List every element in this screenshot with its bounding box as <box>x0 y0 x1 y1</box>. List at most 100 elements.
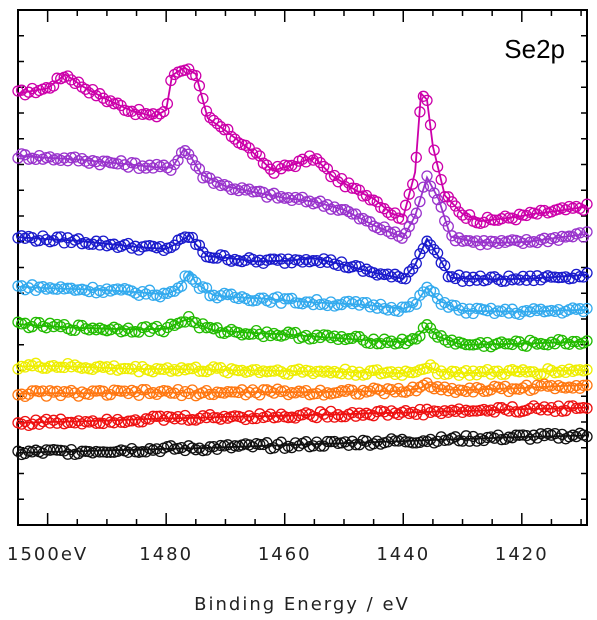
series-point <box>165 285 177 298</box>
series-point <box>517 209 529 221</box>
series-point <box>94 239 106 251</box>
series-layer <box>12 63 593 461</box>
series-point <box>371 196 383 208</box>
series-point <box>111 323 124 335</box>
series-point <box>179 231 191 243</box>
series-point <box>375 268 387 280</box>
series-point <box>126 157 138 169</box>
series-point <box>417 90 430 102</box>
series-point <box>193 442 206 454</box>
series-point <box>286 194 298 207</box>
series-point <box>83 388 95 401</box>
series-point <box>126 105 138 117</box>
series-point <box>460 271 472 283</box>
series-point <box>538 401 550 413</box>
series-point <box>133 389 145 401</box>
series-point <box>115 416 127 428</box>
series-point <box>215 413 227 425</box>
series-point <box>424 359 437 371</box>
series-point <box>129 386 142 398</box>
series-point <box>492 402 504 414</box>
series-point <box>535 404 547 416</box>
series-point <box>311 153 323 165</box>
series-point <box>446 334 458 346</box>
series-point <box>350 410 362 422</box>
series-point <box>424 322 437 334</box>
series-point <box>51 231 63 243</box>
series-point <box>289 297 302 309</box>
series-point <box>560 366 572 379</box>
series-point <box>204 388 216 401</box>
series-point <box>104 95 117 107</box>
series-point <box>442 220 454 233</box>
series-point <box>186 231 198 244</box>
series-point <box>30 284 42 297</box>
series-point <box>47 235 60 247</box>
series-point <box>574 382 586 394</box>
series-point <box>72 415 85 427</box>
series-point <box>417 242 430 255</box>
series-point <box>431 368 444 380</box>
series-point <box>492 365 504 377</box>
series-point <box>211 386 223 398</box>
series-point <box>563 338 575 350</box>
series-point <box>321 411 334 423</box>
series-point <box>346 365 358 377</box>
series-point <box>399 227 412 239</box>
series-point <box>279 385 291 397</box>
series-point <box>204 441 216 453</box>
series-point <box>570 402 582 415</box>
series-point <box>122 415 134 427</box>
series-point <box>58 318 70 331</box>
series-point <box>581 198 593 210</box>
series-point <box>65 74 77 86</box>
series-point <box>58 445 70 457</box>
series-point <box>364 365 376 377</box>
series-point <box>147 410 159 422</box>
series-point <box>385 335 398 347</box>
series-point <box>545 379 558 392</box>
series-point <box>83 238 95 250</box>
series-point <box>136 384 149 396</box>
series-point <box>111 158 124 170</box>
series-point <box>471 235 483 247</box>
series-point <box>243 294 255 307</box>
series-point <box>222 385 234 398</box>
series-point <box>570 364 582 376</box>
series-point <box>211 362 223 374</box>
series-point <box>90 235 102 247</box>
series-point <box>247 328 259 340</box>
series-point <box>453 232 465 244</box>
series-point <box>506 234 518 246</box>
series-point <box>122 322 134 334</box>
series-point <box>463 339 476 351</box>
series-point <box>286 387 298 399</box>
series-point <box>449 366 462 378</box>
x-axis-ticks <box>17 10 582 525</box>
series-point <box>55 444 67 457</box>
x-tick-label: 1480 <box>139 544 193 565</box>
series-point <box>119 325 131 337</box>
series-point <box>463 382 476 394</box>
series-point <box>350 330 362 343</box>
series-point <box>567 400 579 412</box>
series-point <box>407 437 419 449</box>
series-point <box>254 150 266 162</box>
series-point <box>126 326 138 338</box>
series-point <box>346 384 358 396</box>
series-point <box>517 270 529 283</box>
series-point <box>428 286 440 298</box>
series-point <box>495 368 508 381</box>
series-point <box>225 183 238 196</box>
series-point <box>428 187 440 199</box>
series-point <box>204 364 216 376</box>
series-point <box>318 329 330 341</box>
series-point <box>478 434 490 447</box>
series-point <box>40 413 53 426</box>
series-point <box>399 199 412 211</box>
series-point <box>62 70 74 82</box>
series-point <box>385 271 398 283</box>
series-point <box>26 279 38 291</box>
series-point <box>346 435 358 447</box>
series-point <box>51 417 63 429</box>
